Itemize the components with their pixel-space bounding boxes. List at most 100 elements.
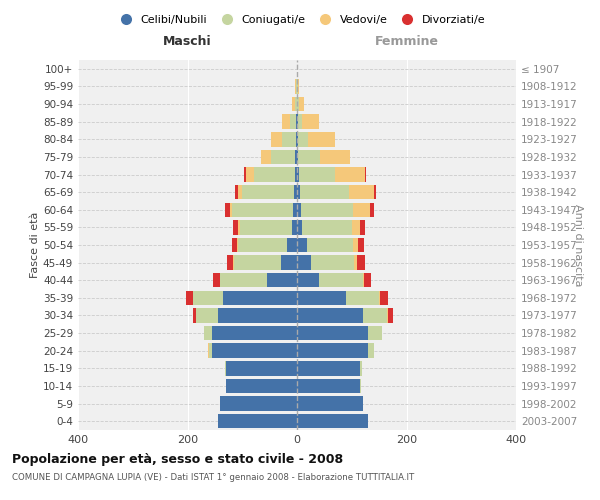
Bar xyxy=(360,378,361,393)
Bar xyxy=(230,202,232,217)
Bar xyxy=(295,150,297,164)
Bar xyxy=(297,202,301,217)
Bar xyxy=(225,202,230,217)
Bar xyxy=(360,220,365,234)
Bar xyxy=(297,132,298,146)
Bar xyxy=(245,168,254,181)
Bar xyxy=(302,114,319,129)
Bar xyxy=(297,326,368,340)
Bar xyxy=(297,414,368,428)
Bar xyxy=(239,220,292,234)
Bar xyxy=(282,132,296,146)
Bar xyxy=(298,132,308,146)
Bar xyxy=(297,273,319,287)
Bar xyxy=(353,238,358,252)
Bar xyxy=(204,326,212,340)
Bar xyxy=(295,97,297,112)
Bar xyxy=(208,344,209,358)
Bar xyxy=(368,326,382,340)
Bar xyxy=(297,238,307,252)
Bar xyxy=(357,256,365,270)
Bar xyxy=(362,308,388,322)
Bar xyxy=(299,168,335,181)
Bar xyxy=(267,273,297,287)
Bar xyxy=(368,344,374,358)
Bar xyxy=(297,150,298,164)
Bar xyxy=(244,168,245,181)
Bar xyxy=(193,290,223,305)
Bar xyxy=(353,202,370,217)
Bar xyxy=(297,308,362,322)
Bar xyxy=(296,114,297,129)
Bar xyxy=(298,114,302,129)
Bar xyxy=(227,256,233,270)
Bar xyxy=(225,361,226,376)
Bar xyxy=(287,238,297,252)
Bar xyxy=(320,150,350,164)
Bar xyxy=(232,202,293,217)
Bar xyxy=(295,79,296,94)
Bar xyxy=(297,290,346,305)
Bar xyxy=(300,185,349,200)
Bar xyxy=(365,168,366,181)
Bar xyxy=(360,361,362,376)
Bar xyxy=(388,308,393,322)
Bar xyxy=(212,326,297,340)
Bar xyxy=(213,273,220,287)
Bar xyxy=(380,290,388,305)
Bar xyxy=(346,290,379,305)
Bar xyxy=(297,220,302,234)
Bar xyxy=(297,256,311,270)
Bar xyxy=(218,414,297,428)
Bar xyxy=(349,185,374,200)
Bar xyxy=(226,378,297,393)
Bar xyxy=(234,256,281,270)
Bar xyxy=(308,132,335,146)
Y-axis label: Fasce di età: Fasce di età xyxy=(30,212,40,278)
Bar xyxy=(297,97,299,112)
Bar xyxy=(290,114,296,129)
Bar xyxy=(295,168,297,181)
Text: COMUNE DI CAMPAGNA LUPIA (VE) - Dati ISTAT 1° gennaio 2008 - Elaborazione TUTTIT: COMUNE DI CAMPAGNA LUPIA (VE) - Dati IST… xyxy=(12,472,414,482)
Bar xyxy=(223,290,297,305)
Bar xyxy=(298,150,320,164)
Y-axis label: Anni di nascita: Anni di nascita xyxy=(573,204,583,286)
Bar xyxy=(374,185,376,200)
Bar xyxy=(220,273,267,287)
Bar xyxy=(254,168,295,181)
Bar xyxy=(294,185,297,200)
Bar xyxy=(298,79,299,94)
Bar xyxy=(293,202,297,217)
Bar xyxy=(220,396,297,411)
Bar xyxy=(238,185,242,200)
Bar xyxy=(302,220,352,234)
Bar xyxy=(233,220,238,234)
Bar xyxy=(352,220,360,234)
Bar xyxy=(364,273,371,287)
Bar xyxy=(358,238,364,252)
Bar xyxy=(297,114,298,129)
Bar xyxy=(311,256,355,270)
Bar xyxy=(297,344,368,358)
Bar xyxy=(292,220,297,234)
Bar xyxy=(212,344,297,358)
Bar xyxy=(226,361,297,376)
Bar xyxy=(271,132,282,146)
Bar xyxy=(238,238,287,252)
Bar xyxy=(232,238,238,252)
Bar xyxy=(307,238,353,252)
Bar xyxy=(282,114,290,129)
Bar xyxy=(370,202,374,217)
Bar xyxy=(301,202,353,217)
Bar xyxy=(193,308,196,322)
Bar xyxy=(292,97,295,112)
Bar xyxy=(261,150,271,164)
Bar xyxy=(297,185,300,200)
Bar xyxy=(297,378,360,393)
Bar xyxy=(235,185,238,200)
Bar xyxy=(271,150,295,164)
Bar xyxy=(299,97,304,112)
Bar xyxy=(238,220,239,234)
Legend: Celibi/Nubili, Coniugati/e, Vedovi/e, Divorziati/e: Celibi/Nubili, Coniugati/e, Vedovi/e, Di… xyxy=(110,10,490,29)
Bar xyxy=(296,132,297,146)
